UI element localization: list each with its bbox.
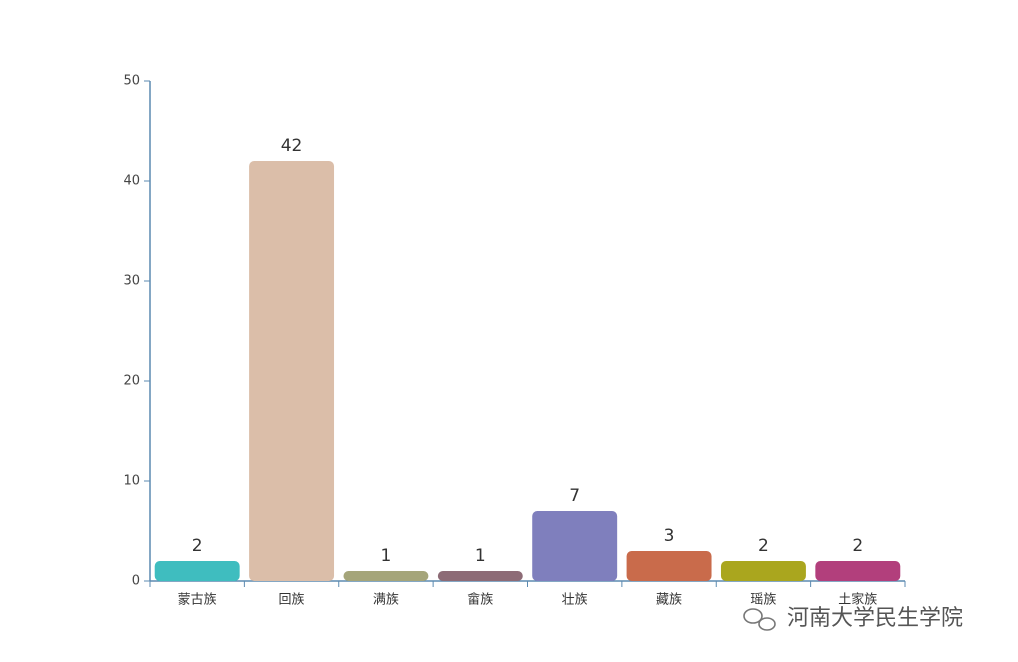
- value-label: 2: [852, 536, 863, 556]
- y-tick-label: 10: [123, 474, 140, 489]
- x-tick-label: 瑶族: [750, 592, 776, 608]
- bar: [532, 511, 618, 581]
- x-tick-label: 藏族: [656, 592, 682, 608]
- value-label: 1: [381, 546, 392, 566]
- x-tick-label: 回族: [279, 592, 305, 608]
- bar: [343, 571, 429, 581]
- bar: [154, 561, 240, 581]
- x-tick-label: 畲族: [467, 592, 493, 608]
- y-tick-label: 0: [132, 574, 140, 589]
- bar: [249, 161, 335, 581]
- watermark-icon: [743, 608, 776, 631]
- x-tick-label: 土家族: [838, 592, 877, 608]
- y-tick-label: 40: [123, 174, 140, 189]
- value-label: 1: [475, 546, 486, 566]
- x-tick-label: 满族: [373, 592, 399, 608]
- y-tick-label: 20: [123, 374, 140, 389]
- bar: [626, 551, 712, 581]
- x-tick-label: 壮族: [562, 592, 588, 608]
- x-tick-label: 蒙古族: [178, 592, 217, 608]
- bar: [815, 561, 901, 581]
- watermark: 河南大学民生学院: [787, 606, 963, 631]
- value-label: 3: [664, 526, 675, 546]
- value-label: 42: [281, 136, 303, 156]
- value-label: 2: [192, 536, 203, 556]
- y-tick-label: 30: [123, 274, 140, 289]
- value-label: 7: [569, 486, 580, 506]
- bar: [437, 571, 523, 581]
- y-tick-label: 50: [123, 74, 140, 89]
- value-label: 2: [758, 536, 769, 556]
- bar: [720, 561, 806, 581]
